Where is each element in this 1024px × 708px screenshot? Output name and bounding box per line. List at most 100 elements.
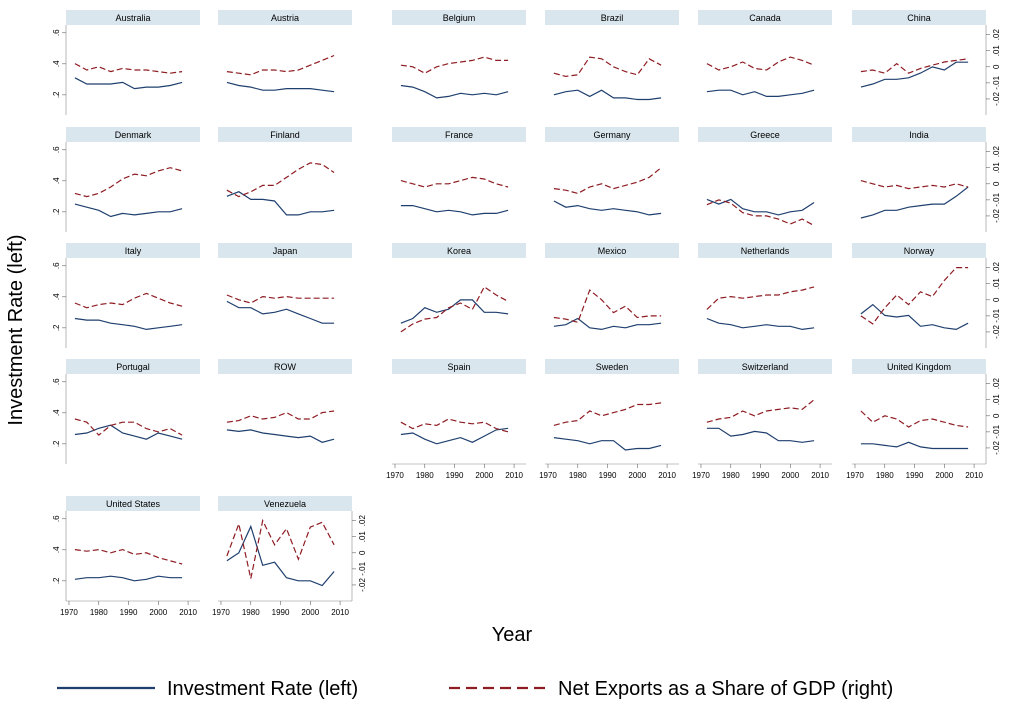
y2-tick-label: -.01: [992, 75, 1001, 89]
panel-title: United States: [106, 499, 161, 509]
series-line: [226, 300, 335, 324]
y2-tick-label: -.02: [992, 324, 1001, 338]
y-tick-label: .6: [52, 146, 61, 153]
series-line: [860, 303, 969, 331]
panel-title: Denmark: [115, 130, 152, 140]
panel-title: Germany: [593, 130, 631, 140]
panel-title: Japan: [273, 246, 298, 256]
x-tick-label: 2010: [965, 471, 983, 480]
y-tick-label: .2: [52, 91, 61, 98]
panel-title: Netherlands: [741, 246, 790, 256]
panel-header: [66, 243, 200, 258]
y-tick-label: .4: [52, 60, 61, 67]
series-line: [706, 199, 815, 227]
x-tick-label: 1970: [846, 471, 864, 480]
panel-header: [852, 10, 986, 25]
y2-tick-label: 0: [992, 64, 1001, 69]
x-tick-label: 1970: [539, 471, 557, 480]
panel-title: France: [445, 130, 473, 140]
x-tick-label: 2000: [781, 471, 799, 480]
y2-tick-label: 0: [992, 297, 1001, 302]
x-tick-label: 2000: [301, 608, 319, 617]
series-line: [226, 294, 335, 304]
y2-tick-label: .02: [358, 515, 367, 527]
panel-header: [545, 127, 679, 142]
y2-tick-label: 0: [992, 181, 1001, 186]
panel-title: Norway: [904, 246, 935, 256]
x-tick-label: 1990: [599, 471, 617, 480]
y-tick-label: .6: [52, 515, 61, 522]
series-line: [400, 427, 509, 445]
legend-label: Investment Rate (left): [167, 678, 358, 700]
x-tick-label: 1990: [752, 471, 770, 480]
y-tick-label: .4: [52, 293, 61, 300]
x-tick-label: 2010: [505, 471, 523, 480]
x-tick-label: 1980: [876, 471, 894, 480]
y-tick-label: .2: [52, 577, 61, 584]
y-tick-label: .2: [52, 440, 61, 447]
y-axis-label: Investment Rate (left): [5, 234, 27, 425]
panel-title: India: [909, 130, 929, 140]
y2-tick-label: 0: [358, 550, 367, 555]
x-tick-label: 1990: [906, 471, 924, 480]
series-line: [74, 63, 183, 74]
panel-header: [218, 10, 352, 25]
panel-title: Austria: [271, 13, 299, 23]
x-tick-label: 1990: [120, 608, 138, 617]
panel-title: Venezuela: [264, 499, 306, 509]
panel-header: [218, 127, 352, 142]
series-line: [226, 524, 335, 587]
panel-header: [392, 127, 526, 142]
panel-header: [852, 127, 986, 142]
panel-title: Sweden: [596, 362, 629, 372]
x-tick-label: 2010: [331, 608, 349, 617]
panel-title: Italy: [125, 246, 142, 256]
y-tick-label: .4: [52, 546, 61, 553]
series-line: [706, 89, 815, 97]
series-line: [706, 317, 815, 331]
legend-label: Net Exports as a Share of GDP (right): [558, 678, 893, 700]
series-line: [74, 292, 183, 309]
panel-title: United Kingdom: [887, 362, 951, 372]
series-line: [706, 56, 815, 71]
x-axis-label: Year: [492, 624, 533, 646]
series-line: [226, 81, 335, 93]
panel-header: [66, 10, 200, 25]
panel-title: Korea: [447, 246, 471, 256]
x-tick-label: 1980: [242, 608, 260, 617]
y2-tick-label: .01: [992, 45, 1001, 57]
series-line: [860, 410, 969, 428]
series-line: [400, 205, 509, 216]
panel-header: [218, 359, 352, 374]
series-line: [553, 317, 662, 331]
x-tick-label: 1980: [90, 608, 108, 617]
series-line: [553, 89, 662, 101]
y2-tick-label: 0: [992, 413, 1001, 418]
panel-header: [545, 359, 679, 374]
series-line: [860, 58, 969, 74]
series-line: [226, 429, 335, 443]
x-tick-label: 1980: [416, 471, 434, 480]
series-line: [226, 191, 335, 216]
x-tick-label: 2000: [149, 608, 167, 617]
y2-tick-label: -.01: [992, 424, 1001, 438]
panel-header: [392, 10, 526, 25]
series-line: [553, 437, 662, 451]
x-tick-label: 2010: [811, 471, 829, 480]
panel-title: ROW: [274, 362, 297, 372]
series-line: [74, 77, 183, 90]
y2-tick-label: -.02: [358, 577, 367, 591]
series-line: [400, 299, 509, 324]
x-tick-label: 1970: [692, 471, 710, 480]
x-tick-label: 1980: [569, 471, 587, 480]
panel-header: [852, 243, 986, 258]
series-line: [74, 424, 183, 440]
x-tick-label: 1970: [212, 608, 230, 617]
x-tick-label: 1990: [446, 471, 464, 480]
panel-header: [66, 496, 200, 511]
series-line: [860, 186, 969, 219]
panel-header: [66, 127, 200, 142]
series-line: [226, 410, 335, 423]
series-line: [400, 56, 509, 74]
series-line: [860, 267, 969, 325]
